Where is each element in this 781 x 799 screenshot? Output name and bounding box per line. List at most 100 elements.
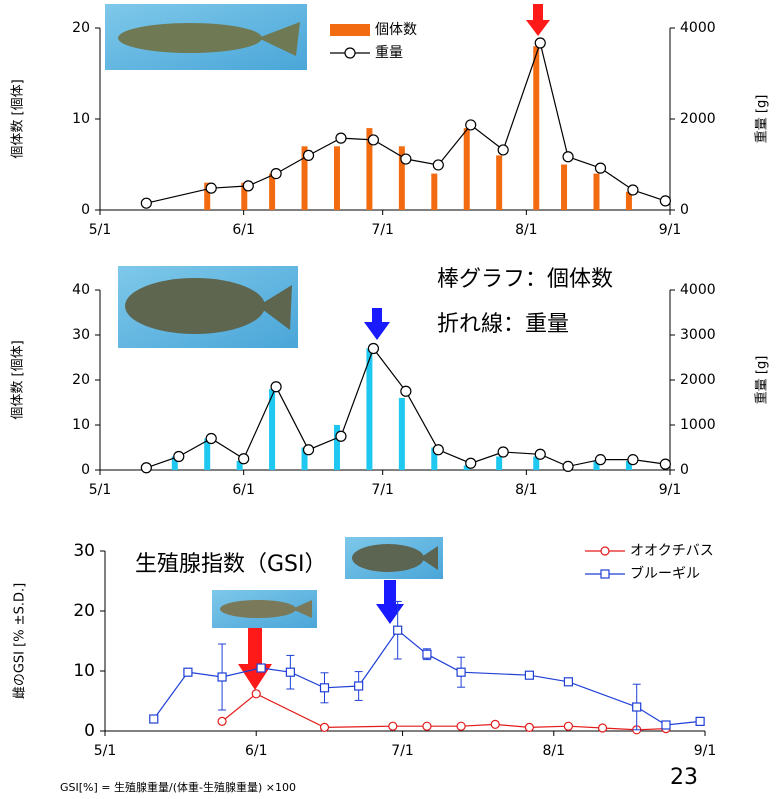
x-tick-label: 6/1: [245, 743, 268, 759]
point: [595, 455, 605, 465]
y2-tick-label: 3000: [680, 327, 716, 343]
y-tick-label: 0: [84, 721, 95, 741]
fish-photo: [118, 266, 298, 348]
chart-title: 生殖腺指数（GSI）: [135, 552, 327, 577]
point: [336, 431, 346, 441]
point: [563, 152, 573, 162]
point: [394, 626, 402, 634]
point: [368, 344, 378, 354]
page: GSI[%] = 生殖腺重量/(体重-生殖腺重量) ×100 23 010200…: [0, 0, 781, 799]
y-tick-label: 10: [72, 111, 90, 127]
point: [141, 198, 151, 208]
arrow: [526, 4, 550, 36]
point: [336, 133, 346, 143]
point: [466, 120, 476, 130]
bar: [464, 128, 470, 210]
legend-label: 重量: [375, 45, 403, 61]
point: [184, 668, 192, 676]
point: [662, 721, 670, 729]
y2-tick-label: 1000: [680, 417, 716, 433]
y2-axis-label: 重量 [g]: [754, 356, 770, 405]
x-tick-label: 8/1: [515, 482, 538, 498]
bar: [561, 165, 567, 211]
x-tick-label: 5/1: [94, 743, 117, 759]
point: [239, 454, 249, 464]
x-tick-label: 8/1: [543, 743, 566, 759]
x-tick-label: 9/1: [659, 222, 682, 238]
bar: [431, 174, 437, 210]
point: [206, 434, 216, 444]
point: [433, 445, 443, 455]
point: [304, 445, 314, 455]
legend-label: オオクチバス: [630, 543, 714, 559]
line: [146, 349, 665, 468]
legend-marker: [601, 570, 609, 578]
bar: [496, 155, 502, 210]
point: [457, 722, 465, 730]
point: [628, 185, 638, 195]
point: [150, 715, 158, 723]
y-tick-label: 10: [73, 661, 95, 681]
legend-swatch: [330, 24, 370, 36]
y2-tick-label: 4000: [680, 282, 716, 298]
fish-photo: [345, 537, 443, 579]
point: [321, 684, 329, 692]
point: [696, 717, 704, 725]
annotation: 棒グラフ：個体数: [437, 267, 613, 292]
x-tick-label: 7/1: [371, 222, 394, 238]
point: [498, 447, 508, 457]
slide: GSI[%] = 生殖腺重量/(体重-生殖腺重量) ×100 23 010200…: [0, 0, 781, 799]
y-tick-label: 20: [73, 601, 95, 621]
point: [368, 135, 378, 145]
x-tick-label: 9/1: [659, 482, 682, 498]
y-axis-label: 個体数 [個体]: [11, 340, 26, 419]
arrow: [238, 628, 272, 690]
y-tick-label: 10: [72, 417, 90, 433]
point: [535, 449, 545, 459]
point: [595, 163, 605, 173]
legend-marker: [345, 48, 355, 58]
point: [660, 196, 670, 206]
point: [564, 678, 572, 686]
legend-label: ブルーギル: [630, 565, 700, 582]
point: [304, 150, 314, 160]
x-tick-label: 6/1: [232, 222, 255, 238]
point: [563, 461, 573, 471]
y-axis-label: 個体数 [個体]: [11, 79, 26, 158]
point: [633, 703, 641, 711]
point: [535, 38, 545, 48]
point: [525, 671, 533, 679]
point: [271, 169, 281, 179]
bar: [533, 46, 539, 210]
point: [457, 668, 465, 676]
point: [218, 673, 226, 681]
fish-photo: [105, 4, 307, 70]
point: [355, 682, 363, 690]
y-tick-label: 0: [81, 462, 90, 478]
arrow: [364, 308, 390, 340]
y2-tick-label: 2000: [680, 111, 716, 127]
y2-axis-label: 重量 [g]: [754, 95, 770, 144]
y-tick-label: 40: [72, 282, 90, 298]
bar: [399, 398, 405, 470]
point: [141, 463, 151, 473]
legend-label: 個体数: [375, 22, 417, 38]
point: [271, 382, 281, 392]
point: [491, 720, 499, 728]
point: [660, 459, 670, 469]
point: [628, 455, 638, 465]
point: [257, 664, 265, 672]
point: [599, 724, 607, 732]
y-tick-label: 0: [81, 202, 90, 218]
x-tick-label: 8/1: [515, 222, 538, 238]
point: [498, 145, 508, 155]
point: [564, 722, 572, 730]
y-tick-label: 20: [72, 372, 90, 388]
y2-tick-label: 0: [680, 462, 689, 478]
arrow: [376, 580, 404, 624]
point: [218, 717, 226, 725]
x-tick-label: 5/1: [89, 222, 112, 238]
point: [206, 183, 216, 193]
x-tick-label: 6/1: [232, 482, 255, 498]
x-tick-label: 7/1: [371, 482, 394, 498]
